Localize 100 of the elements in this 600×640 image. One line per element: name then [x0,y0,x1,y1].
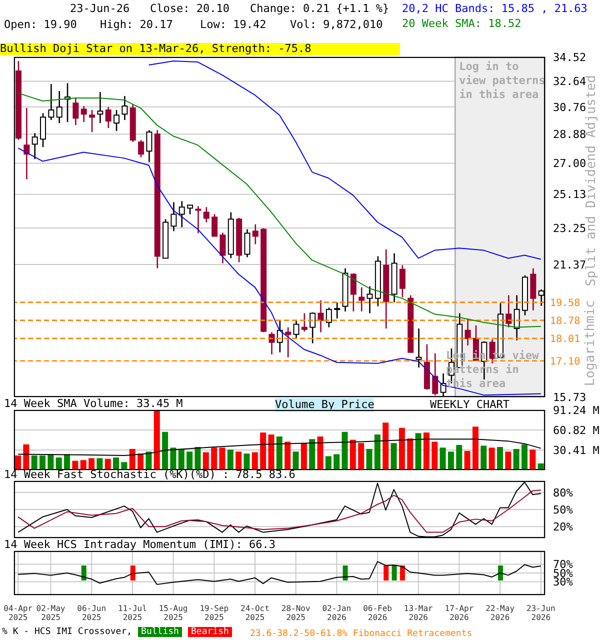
y-tick-label: 28.88 [553,128,586,142]
bar [342,432,348,470]
bar [480,446,487,470]
bar [432,442,438,470]
bar [56,458,62,470]
candlestick [358,286,365,312]
y-tick-label: 32.64 [553,75,586,88]
text: Low: 19.42 [200,18,266,32]
bar [31,456,38,470]
bar [358,443,364,470]
text: Close: 20.10 [150,2,230,16]
line-series [18,148,542,396]
annotation: Volume By Price [275,398,374,412]
candlestick [212,214,218,237]
y-tick-label: 20% [553,520,574,534]
bar [374,434,380,470]
text: Change: 0.21 {+1.1 %} [250,2,390,16]
candlestick [138,139,144,158]
candlestick [252,224,258,245]
candlestick [114,109,120,132]
y-tick-label: 30% [553,576,574,589]
x-tick-label: 06-Jun 2025 [77,604,106,622]
chart-subtitle: Bullish Doji Star on 13-Mar-26, Strength: -75.8 [0,42,400,55]
candlestick [97,91,104,124]
ref-line-label: 17.10 [550,356,580,368]
x-tick-label: 28-Nov 2025 [281,604,310,622]
text: 20,2 HC Bands: 15.85 , 21.63 [402,2,588,15]
candlestick [170,202,177,232]
candlestick [203,206,210,223]
bar [244,454,250,470]
text: Bearish [188,627,232,637]
x-tick-label: 02-Jan 2026 [322,604,352,622]
x-tick-label: 22-May 2026 [486,604,515,622]
y-tick-label: 91.24 M [553,404,600,417]
bar [194,446,201,470]
x-tick-label: 02-May 2025 [36,604,66,622]
line-series [18,490,542,533]
candlestick [301,312,308,332]
bar [211,448,218,470]
candlestick [285,326,292,358]
bar [236,452,242,470]
chart-title: 14 Week SMA Volume: 33.45 M [4,397,183,410]
x-tick-label: 24-Oct 2025 [240,604,270,622]
ref-line-label: 18.01 [550,334,580,345]
candlestick [334,302,340,320]
candlestick [24,107,30,180]
bar [292,452,299,470]
candlestick [538,288,544,306]
text: Open: 19.90 [4,18,77,32]
legend-title: % K - HCS IMI Crossover, [2,627,132,637]
bar [325,456,332,470]
chart-title: 14 Week HCS Intraday Momentum (IMI): 66.3 [4,538,276,551]
y-tick-label: 34.52 [553,50,586,64]
bar [309,439,316,470]
x-tick-label: 13-Mar 2026 [404,604,434,622]
text: 20 Week SMA: 18.52 [402,17,522,30]
bar [227,450,234,470]
x-tick-label: 06-Feb 2026 [363,604,392,622]
annotation: WEEKLY CHART [430,398,510,412]
y-tick-label: 21.37 [553,258,586,272]
candlestick [187,204,194,215]
bar [521,444,528,470]
bar [170,448,176,470]
bar [488,448,495,470]
candlestick [276,320,283,354]
bar [268,434,274,470]
candlestick [310,312,316,344]
candlestick [40,112,46,148]
candlestick [178,200,185,228]
candlestick [318,300,324,333]
bar [350,440,356,470]
candlestick [432,352,438,396]
x-tick-label: 19-Sep 2025 [200,604,229,622]
candlestick [268,332,275,355]
bar [398,428,405,470]
bar [162,432,168,470]
bar [300,443,307,470]
bar [317,436,324,470]
band-label: Log in to view patterns in this area [459,60,546,101]
y-tick-label: 23.25 [553,222,586,235]
bar [260,432,266,470]
ref-line-label: 19.58 [550,298,580,309]
bar [284,442,291,470]
text: High: 20.17 [100,18,173,32]
y-axis-title: Split and Dividend Adjusted [584,75,599,286]
bar [415,433,422,470]
text: Bullish [138,627,182,637]
bar [219,448,226,470]
candlestick [326,306,332,328]
candlestick [48,83,54,121]
text: 23.6-38.2-50-61.8% Fibonacci Retracements [250,628,472,640]
text: Vol: 9,872,010 [290,18,383,32]
bar [530,450,536,470]
candlestick [514,294,520,342]
line-series [18,561,542,585]
bar [448,452,454,470]
candlestick [416,328,422,368]
bar [276,436,282,470]
candlestick [80,105,87,123]
bar [186,452,193,470]
